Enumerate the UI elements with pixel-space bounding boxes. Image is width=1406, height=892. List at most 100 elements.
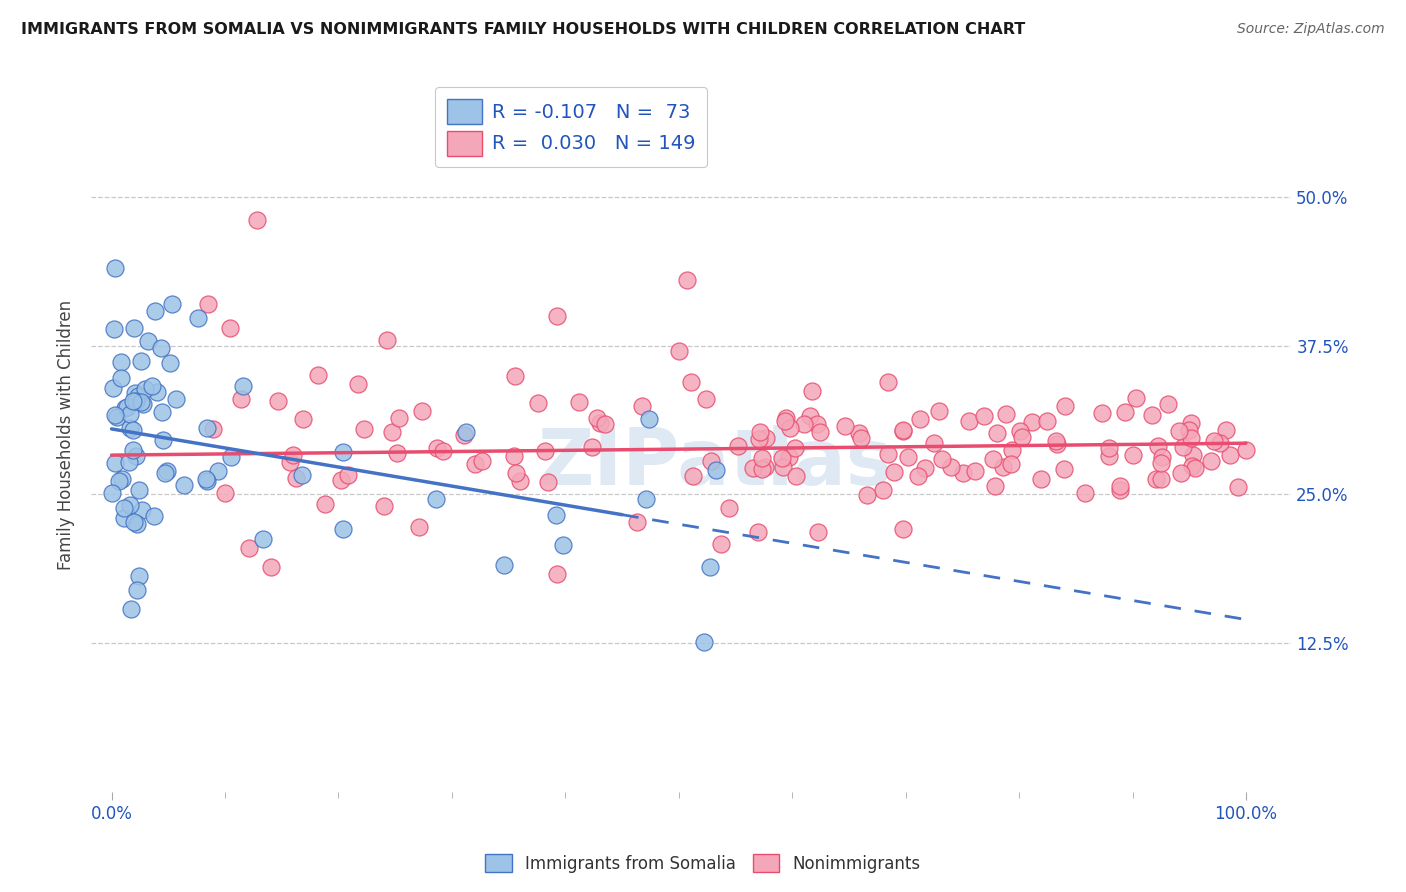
Point (121, 393, 143, 408)
Point (1180, 431, 1202, 445)
Point (1029, 472, 1052, 486)
Y-axis label: Family Households with Children: Family Households with Children (58, 300, 75, 570)
Point (984, 479, 1007, 493)
Point (110, 355, 132, 369)
Point (1234, 443, 1257, 458)
Point (1208, 436, 1230, 450)
Point (807, 524, 830, 539)
Point (332, 445, 354, 459)
Point (103, 456, 125, 470)
Point (105, 409, 128, 424)
Point (793, 417, 815, 432)
Point (1181, 458, 1204, 473)
Point (121, 423, 143, 437)
Point (284, 471, 307, 485)
Point (876, 375, 898, 389)
Point (207, 464, 229, 478)
Point (638, 412, 661, 426)
Point (1074, 485, 1097, 500)
Point (1149, 456, 1171, 470)
Point (131, 503, 153, 517)
Point (408, 520, 430, 534)
Point (700, 454, 723, 468)
Point (991, 460, 1014, 475)
Point (141, 379, 163, 393)
Point (229, 392, 252, 406)
Point (546, 309, 568, 323)
Point (896, 450, 918, 465)
Point (952, 466, 974, 480)
Point (411, 404, 433, 418)
Point (924, 436, 946, 450)
Point (464, 457, 486, 471)
Point (136, 334, 159, 348)
Point (534, 444, 557, 458)
Point (907, 469, 929, 483)
Point (104, 261, 127, 276)
Point (914, 461, 936, 475)
Point (546, 567, 568, 582)
Point (143, 508, 166, 523)
Point (110, 371, 132, 385)
Legend: Immigrants from Somalia, Nonimmigrants: Immigrants from Somalia, Nonimmigrants (478, 847, 928, 880)
Point (1122, 448, 1144, 462)
Point (509, 475, 531, 489)
Point (373, 499, 395, 513)
Point (676, 273, 699, 287)
Point (1184, 461, 1206, 475)
Text: ZIPatlas: ZIPatlas (537, 425, 893, 501)
Point (1054, 399, 1077, 413)
Point (125, 517, 148, 532)
Point (314, 497, 336, 511)
Point (595, 417, 617, 431)
Point (1150, 450, 1173, 464)
Point (260, 560, 283, 574)
Point (872, 483, 894, 497)
Point (986, 425, 1008, 440)
Point (1008, 424, 1031, 438)
Point (347, 376, 370, 391)
Point (127, 583, 149, 598)
Point (353, 422, 375, 436)
Point (785, 469, 807, 483)
Point (112, 510, 135, 524)
Point (849, 431, 872, 445)
Point (330, 474, 353, 488)
Point (1144, 472, 1167, 486)
Point (783, 442, 806, 456)
Point (668, 343, 690, 358)
Point (332, 522, 354, 536)
Point (699, 559, 721, 574)
Point (834, 418, 856, 433)
Point (704, 463, 727, 477)
Point (754, 459, 776, 474)
Point (125, 394, 148, 409)
Point (710, 536, 733, 550)
Point (1199, 454, 1222, 468)
Point (848, 425, 870, 440)
Point (718, 500, 741, 515)
Point (747, 524, 769, 539)
Point (1204, 434, 1226, 448)
Point (775, 414, 797, 428)
Point (173, 478, 195, 492)
Point (129, 354, 152, 368)
Point (165, 392, 187, 406)
Point (526, 396, 548, 410)
Point (118, 421, 141, 435)
Point (132, 397, 155, 411)
Point (1053, 462, 1076, 476)
Point (1227, 480, 1250, 494)
Point (1150, 472, 1173, 486)
Point (1180, 417, 1202, 431)
Point (238, 541, 260, 556)
Point (114, 401, 136, 415)
Point (454, 425, 477, 439)
Point (278, 455, 301, 469)
Point (778, 450, 800, 464)
Point (891, 522, 914, 536)
Point (931, 452, 953, 467)
Point (128, 483, 150, 497)
Point (111, 472, 134, 486)
Text: Source: ZipAtlas.com: Source: ZipAtlas.com (1237, 22, 1385, 37)
